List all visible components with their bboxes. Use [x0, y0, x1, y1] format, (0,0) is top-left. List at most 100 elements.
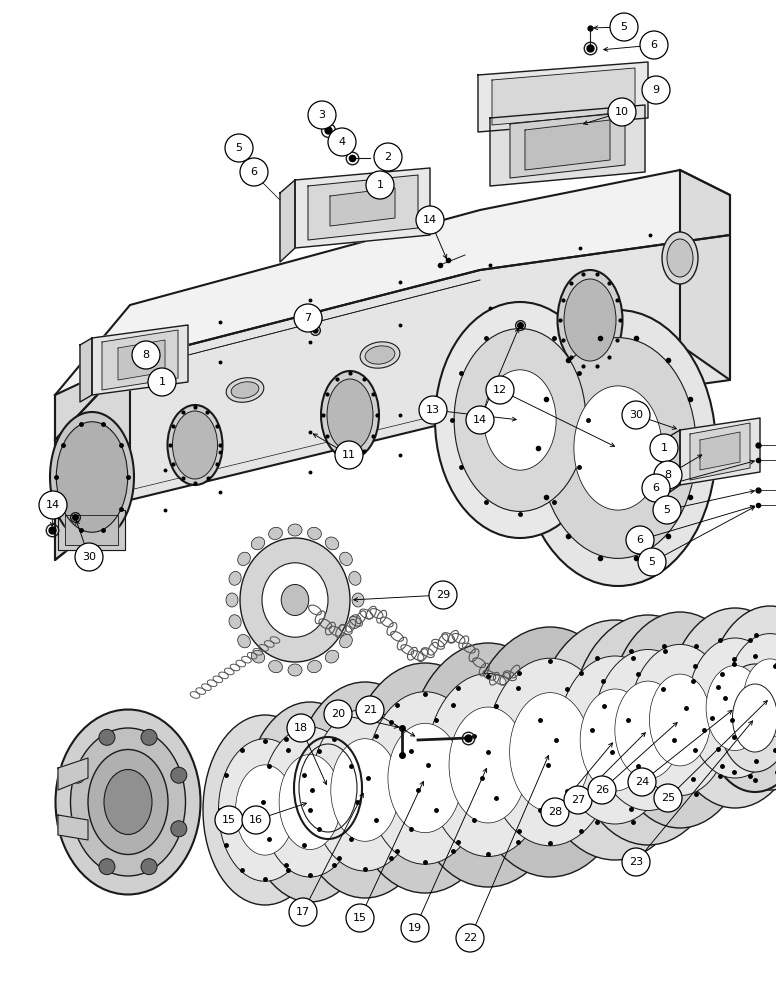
Text: 5: 5: [649, 557, 656, 567]
Ellipse shape: [608, 612, 752, 828]
Ellipse shape: [307, 660, 321, 673]
Ellipse shape: [325, 650, 338, 663]
Ellipse shape: [268, 527, 282, 540]
Ellipse shape: [708, 606, 776, 790]
Polygon shape: [670, 430, 680, 492]
Circle shape: [610, 13, 638, 41]
Polygon shape: [92, 325, 188, 395]
Ellipse shape: [293, 682, 437, 898]
Circle shape: [308, 101, 336, 129]
Ellipse shape: [454, 329, 586, 511]
Text: 10: 10: [615, 107, 629, 117]
Ellipse shape: [662, 232, 698, 284]
Ellipse shape: [327, 379, 373, 451]
Circle shape: [171, 821, 187, 837]
Circle shape: [75, 543, 103, 571]
Circle shape: [486, 376, 514, 404]
Circle shape: [366, 171, 394, 199]
Ellipse shape: [325, 537, 338, 550]
Circle shape: [642, 76, 670, 104]
Polygon shape: [308, 175, 418, 240]
Ellipse shape: [706, 666, 764, 750]
Text: 24: 24: [635, 777, 650, 787]
Polygon shape: [118, 340, 165, 380]
Polygon shape: [55, 235, 730, 560]
Ellipse shape: [406, 643, 570, 887]
Ellipse shape: [262, 563, 328, 637]
Ellipse shape: [281, 584, 309, 615]
Circle shape: [287, 714, 315, 742]
Circle shape: [640, 31, 668, 59]
Text: 15: 15: [353, 913, 367, 923]
Text: 6: 6: [636, 535, 643, 545]
Ellipse shape: [340, 634, 352, 648]
Text: 19: 19: [408, 923, 422, 933]
Circle shape: [654, 461, 682, 489]
Ellipse shape: [349, 571, 361, 585]
Text: 14: 14: [423, 215, 437, 225]
Ellipse shape: [240, 538, 350, 662]
Ellipse shape: [321, 371, 379, 459]
Ellipse shape: [236, 765, 294, 855]
Ellipse shape: [520, 310, 716, 586]
Circle shape: [638, 548, 666, 576]
Text: 15: 15: [222, 815, 236, 825]
Circle shape: [346, 904, 374, 932]
Circle shape: [289, 898, 317, 926]
Text: 5: 5: [621, 22, 628, 32]
Ellipse shape: [172, 411, 217, 479]
Polygon shape: [330, 188, 395, 226]
Ellipse shape: [570, 615, 726, 845]
Circle shape: [328, 128, 356, 156]
Text: 5: 5: [235, 143, 242, 153]
Ellipse shape: [226, 378, 264, 402]
Ellipse shape: [594, 650, 702, 810]
Polygon shape: [80, 338, 92, 402]
Circle shape: [132, 341, 160, 369]
Ellipse shape: [307, 527, 321, 540]
Text: 1: 1: [158, 377, 165, 387]
Circle shape: [356, 696, 384, 724]
Ellipse shape: [650, 674, 711, 766]
Ellipse shape: [557, 270, 622, 370]
Circle shape: [429, 581, 457, 609]
Circle shape: [148, 368, 176, 396]
Circle shape: [626, 526, 654, 554]
Text: 4: 4: [338, 137, 345, 147]
Ellipse shape: [449, 707, 527, 823]
Circle shape: [419, 396, 447, 424]
Ellipse shape: [733, 684, 776, 752]
Text: 3: 3: [318, 110, 325, 120]
Text: 6: 6: [650, 40, 657, 50]
Text: 1: 1: [660, 443, 667, 453]
Text: 26: 26: [595, 785, 609, 795]
Ellipse shape: [226, 593, 238, 607]
Ellipse shape: [262, 727, 359, 877]
Circle shape: [374, 143, 402, 171]
Ellipse shape: [237, 552, 251, 566]
Ellipse shape: [564, 279, 616, 361]
Circle shape: [401, 914, 429, 942]
Circle shape: [654, 784, 682, 812]
Ellipse shape: [435, 302, 605, 538]
Text: 6: 6: [653, 483, 660, 493]
Circle shape: [39, 491, 67, 519]
Ellipse shape: [279, 754, 341, 850]
Circle shape: [622, 848, 650, 876]
Text: 9: 9: [653, 85, 660, 95]
Ellipse shape: [667, 239, 693, 277]
Text: 1: 1: [376, 180, 383, 190]
Circle shape: [99, 859, 115, 875]
Ellipse shape: [268, 660, 282, 673]
Ellipse shape: [229, 571, 241, 585]
Text: 28: 28: [548, 807, 562, 817]
Ellipse shape: [288, 664, 302, 676]
Ellipse shape: [366, 692, 483, 864]
Circle shape: [466, 406, 494, 434]
Ellipse shape: [311, 709, 419, 871]
Circle shape: [642, 474, 670, 502]
Ellipse shape: [219, 739, 311, 881]
Circle shape: [541, 798, 569, 826]
Text: 17: 17: [296, 907, 310, 917]
Circle shape: [215, 806, 243, 834]
